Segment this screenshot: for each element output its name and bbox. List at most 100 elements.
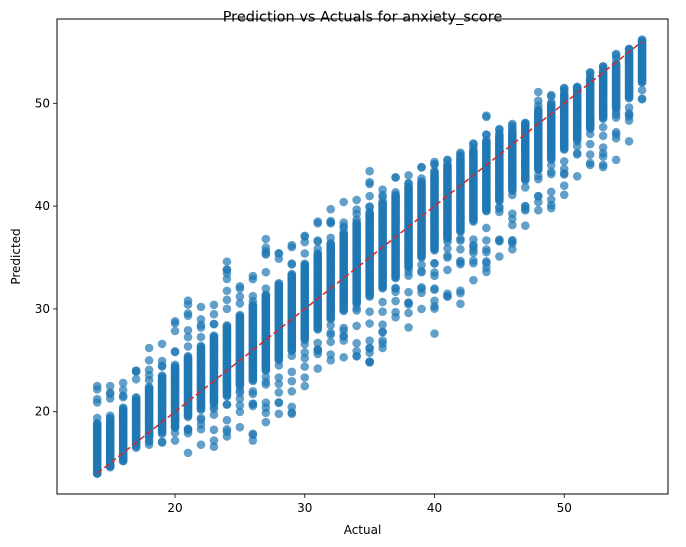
- data-point: [144, 375, 154, 385]
- data-point: [598, 162, 608, 172]
- data-point: [287, 269, 297, 279]
- data-point: [183, 448, 193, 458]
- data-point: [105, 389, 115, 399]
- data-point: [157, 429, 167, 439]
- data-point: [391, 173, 400, 182]
- data-point: [559, 181, 569, 191]
- data-point: [235, 401, 245, 410]
- data-point: [417, 304, 426, 314]
- y-axis-label: Predicted: [9, 228, 23, 284]
- data-point: [624, 137, 634, 146]
- data-point: [637, 94, 647, 104]
- data-point: [378, 327, 387, 337]
- data-point: [313, 338, 323, 348]
- data-point: [196, 341, 206, 351]
- data-point: [495, 204, 504, 213]
- data-point: [559, 190, 569, 200]
- data-point: [378, 320, 387, 329]
- data-point: [339, 336, 348, 345]
- data-point: [482, 247, 491, 257]
- data-point: [222, 432, 232, 441]
- data-point: [274, 409, 284, 419]
- data-point: [170, 326, 180, 336]
- data-point: [157, 438, 167, 447]
- data-point: [196, 424, 206, 434]
- x-tick-label: 50: [557, 501, 572, 515]
- data-point: [482, 130, 491, 139]
- data-point: [391, 312, 400, 322]
- data-point: [183, 311, 193, 320]
- data-point: [598, 152, 608, 161]
- data-point: [378, 343, 387, 353]
- data-point: [287, 409, 297, 419]
- data-point: [417, 174, 426, 183]
- data-point: [585, 150, 595, 159]
- data-point: [546, 160, 556, 170]
- data-point: [521, 183, 530, 192]
- data-point: [105, 411, 115, 420]
- data-point: [469, 258, 478, 268]
- data-point: [482, 267, 491, 277]
- data-point: [378, 185, 387, 194]
- data-point: [157, 371, 167, 380]
- data-point: [339, 323, 348, 333]
- data-point: [443, 253, 452, 262]
- data-point: [391, 296, 400, 306]
- data-point: [391, 287, 400, 297]
- data-point: [637, 85, 647, 95]
- data-point: [404, 170, 413, 180]
- data-point: [546, 98, 556, 107]
- data-point: [533, 96, 543, 105]
- data-point: [365, 203, 374, 212]
- data-point: [287, 387, 297, 396]
- data-point: [235, 386, 245, 395]
- x-tick-label: 30: [297, 501, 312, 515]
- data-point: [365, 343, 374, 353]
- data-point: [585, 139, 595, 149]
- data-point: [508, 214, 517, 224]
- data-point: [300, 339, 310, 349]
- data-point: [378, 193, 387, 202]
- data-point: [144, 365, 154, 375]
- data-point: [209, 309, 219, 319]
- data-point: [261, 284, 271, 293]
- data-point: [585, 129, 595, 139]
- data-point: [287, 346, 297, 356]
- data-point: [287, 376, 297, 386]
- data-point: [235, 299, 245, 308]
- x-tick-label: 40: [427, 501, 442, 515]
- data-point: [274, 278, 284, 288]
- data-point: [144, 440, 154, 449]
- data-point: [92, 381, 102, 391]
- data-point: [183, 426, 193, 435]
- data-point: [624, 112, 634, 121]
- data-point: [456, 244, 465, 254]
- data-point: [417, 284, 426, 294]
- data-point: [585, 68, 595, 77]
- data-point: [209, 402, 219, 412]
- data-point: [131, 393, 141, 402]
- data-point: [508, 119, 517, 129]
- data-point: [313, 364, 323, 373]
- data-point: [430, 296, 439, 306]
- data-point: [144, 356, 154, 365]
- data-point: [469, 139, 478, 148]
- data-point: [209, 442, 219, 452]
- data-point: [378, 307, 387, 316]
- data-point: [222, 400, 232, 409]
- data-point: [300, 249, 310, 258]
- y-tick-label: 20: [35, 405, 50, 419]
- data-point: [183, 342, 193, 351]
- data-point: [287, 240, 297, 250]
- data-point: [248, 401, 258, 411]
- data-point: [339, 352, 348, 362]
- data-point: [287, 367, 297, 377]
- data-point: [352, 351, 361, 361]
- data-point: [300, 381, 310, 391]
- data-point: [261, 403, 271, 412]
- data-point: [404, 267, 413, 277]
- data-point: [469, 275, 478, 285]
- data-point: [391, 187, 400, 197]
- data-point: [274, 373, 284, 382]
